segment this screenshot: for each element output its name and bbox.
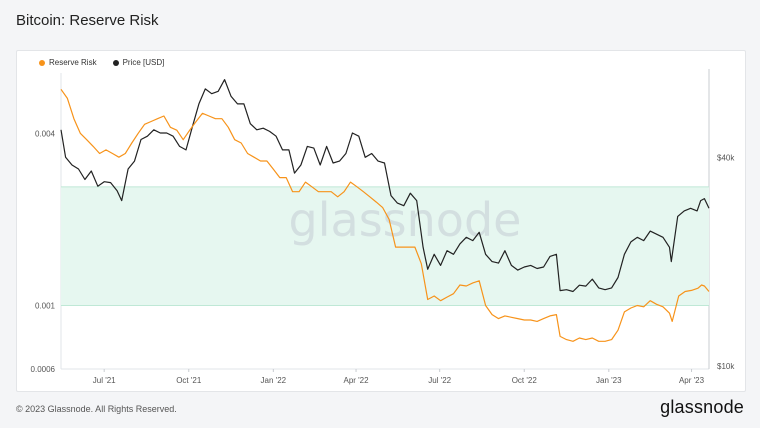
- chart-legend: Reserve Risk Price [USD]: [39, 58, 164, 67]
- right-tick-label: $10k: [717, 362, 735, 371]
- x-tick-label: Jul '22: [428, 376, 451, 385]
- glassnode-logo: glassnode: [660, 397, 744, 417]
- x-tick-label: Oct '22: [512, 376, 538, 385]
- legend-label-price: Price [USD]: [122, 58, 165, 67]
- chart-svg[interactable]: glassnode 0.004 0.001 0.0006 $40k $10k Jul '21…: [17, 51, 745, 391]
- price-usd-line[interactable]: [60, 79, 710, 293]
- right-tick-label: $40k: [717, 153, 735, 162]
- x-tick-label: Jan '23: [596, 376, 622, 385]
- x-tick-label: Jan '22: [261, 376, 287, 385]
- reserve-risk-band: [61, 186, 709, 306]
- legend-dot-price: [112, 59, 119, 66]
- copyright-text: © 2023 Glassnode. All Rights Reserved.: [16, 404, 177, 414]
- x-tick-label: Apr '23: [679, 376, 705, 385]
- x-tick-label: Jul '21: [93, 376, 116, 385]
- left-tick-label: 0.004: [35, 129, 56, 138]
- left-tick-label: 0.001: [35, 302, 56, 311]
- legend-item-reserve-risk[interactable]: Reserve Risk: [39, 58, 97, 67]
- legend-label-reserve-risk: Reserve Risk: [49, 58, 97, 67]
- chart-card: glassnode 0.004 0.001 0.0006 $40k $10k Jul '21…: [16, 50, 746, 392]
- x-tick-label: Oct '21: [176, 376, 202, 385]
- chart-title: Bitcoin: Reserve Risk: [16, 12, 159, 29]
- reserve-risk-line[interactable]: [60, 88, 710, 342]
- legend-item-price[interactable]: Price [USD]: [112, 58, 165, 67]
- watermark-text: glassnode: [289, 193, 522, 247]
- x-tick-label: Apr '22: [343, 376, 369, 385]
- left-tick-label: 0.0006: [31, 365, 56, 374]
- legend-dot-reserve-risk: [39, 59, 45, 66]
